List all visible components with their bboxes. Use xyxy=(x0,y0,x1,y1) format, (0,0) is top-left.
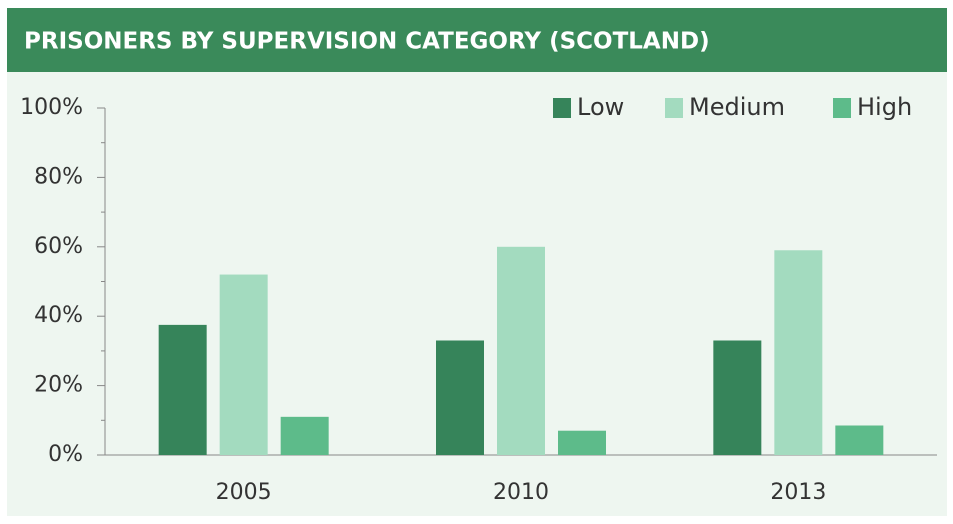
y-tick-label: 80% xyxy=(34,164,83,189)
bar xyxy=(835,425,884,455)
legend-swatch xyxy=(553,98,571,118)
x-tick-label: 2013 xyxy=(770,480,826,505)
legend-swatch xyxy=(833,98,851,118)
bar xyxy=(436,340,484,455)
bar xyxy=(280,416,329,455)
legend-label: High xyxy=(857,93,912,121)
legend-label: Low xyxy=(577,93,624,121)
x-tick-label: 2005 xyxy=(216,480,272,505)
y-tick-label: 20% xyxy=(34,373,83,398)
bar xyxy=(219,274,268,455)
legend-label: Medium xyxy=(689,93,785,121)
y-tick-label: 0% xyxy=(48,442,83,467)
y-tick-label: 60% xyxy=(34,234,83,259)
y-tick-label: 100% xyxy=(20,95,83,120)
y-tick-label: 40% xyxy=(34,303,83,328)
bar xyxy=(774,250,823,455)
legend-swatch xyxy=(665,98,683,118)
header-band xyxy=(7,8,947,72)
bar xyxy=(497,246,545,455)
bar xyxy=(158,324,207,455)
bar xyxy=(713,340,762,455)
bar xyxy=(558,430,606,455)
chart-title: PRISONERS BY SUPERVISION CATEGORY (SCOTL… xyxy=(24,29,710,55)
x-tick-label: 2010 xyxy=(493,480,549,505)
